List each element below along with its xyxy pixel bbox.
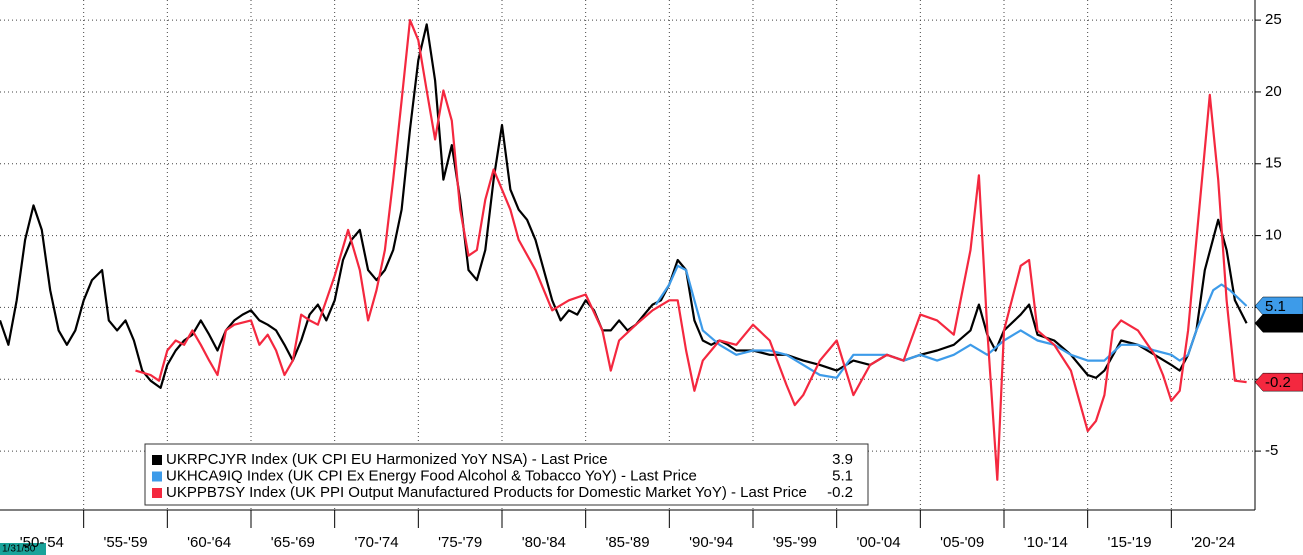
x-tick-label: '90-'94 [689, 534, 733, 551]
legend-value: 3.9 [832, 451, 853, 468]
x-tick-label: '50-'54 [20, 534, 64, 551]
series-line [0, 23, 1248, 389]
last-value-label: -0.2 [1265, 374, 1291, 391]
legend-swatch [152, 488, 162, 498]
last-value-box [1254, 313, 1303, 333]
x-tick-label: '80-'84 [522, 534, 566, 551]
legend-label: UKRPCJYR Index (UK CPI EU Harmonized YoY… [166, 451, 608, 468]
x-tick-label: '05-'09 [940, 534, 984, 551]
x-tick-label: '55-'59 [103, 534, 147, 551]
y-tick-label: 20 [1265, 83, 1282, 100]
legend-value: -0.2 [827, 484, 853, 501]
y-tick-label: 10 [1265, 227, 1282, 244]
legend: UKRPCJYR Index (UK CPI EU Harmonized YoY… [144, 443, 869, 506]
x-tick-label: '10-'14 [1024, 534, 1068, 551]
x-tick-label: '70-'74 [354, 534, 398, 551]
start-label-box [0, 543, 46, 555]
y-tick-label: 25 [1265, 11, 1282, 28]
x-tick-label: '85-'89 [605, 534, 649, 551]
y-tick-label: 15 [1265, 155, 1282, 172]
last-value-box [1254, 296, 1303, 316]
y-tick-label: -5 [1265, 442, 1278, 459]
last-value-label: 3.9 [1265, 315, 1286, 332]
series-line [654, 264, 1248, 379]
x-tick-label: '95-'99 [773, 534, 817, 551]
last-value-label: 5.1 [1265, 298, 1286, 315]
legend-swatch [152, 455, 162, 465]
legend-label: UKPPB7SY Index (UK PPI Output Manufactur… [166, 484, 807, 501]
x-tick-label: '65-'69 [271, 534, 315, 551]
x-tick-label: '60-'64 [187, 534, 231, 551]
x-tick-label: '00-'04 [856, 534, 900, 551]
legend-label: UKHCA9IQ Index (UK CPI Ex Energy Food Al… [166, 467, 697, 484]
x-tick-label: '20-'24 [1191, 534, 1235, 551]
series-line [135, 19, 1247, 481]
x-tick-label: '15-'19 [1107, 534, 1151, 551]
legend-swatch [152, 471, 162, 482]
start-label: 1/31/50 [2, 544, 36, 555]
last-value-box [1254, 372, 1303, 392]
legend-value: 5.1 [832, 467, 853, 484]
x-tick-label: '75-'79 [438, 534, 482, 551]
legend-box [144, 443, 869, 506]
